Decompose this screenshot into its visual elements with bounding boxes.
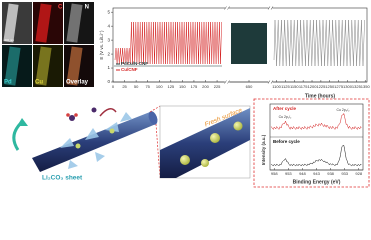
scale-bar-label: 400 nm (4, 38, 15, 42)
molecule (66, 113, 70, 117)
x-tick-label: 0 (112, 84, 115, 89)
arrow-head (17, 118, 28, 126)
flakes (60, 112, 132, 169)
surface-closeup: Fresh surface (159, 105, 251, 179)
x-tick-label: 1125 (281, 84, 290, 89)
x-tick-label: 100 (156, 84, 163, 89)
trace-block (231, 23, 267, 64)
y-tick-label: 3 (107, 37, 110, 42)
before-label: Before cycle (273, 139, 300, 144)
xps-plot: 958 953 948 943 938 933 928 Binding Energy (eV)… (261, 103, 364, 185)
x-tick-label: 650 (246, 84, 253, 89)
legend-label: PdCu/N-CNF (121, 61, 148, 66)
x-tick-label: 1175 (299, 84, 308, 89)
spectrum (270, 112, 362, 131)
x-tick-label: 1325 (352, 84, 362, 89)
x-axis-label: Binding Energy (eV) (293, 179, 341, 185)
trace (114, 21, 222, 65)
c-fiber (35, 3, 52, 43)
fiber-end (148, 111, 158, 125)
y-tick-label: 4 (107, 23, 110, 28)
peak-label: Cu 2p₁/₂ (279, 115, 292, 119)
axis-break-gap (268, 80, 273, 84)
axis-break (224, 6, 230, 10)
molecule (91, 107, 97, 113)
molecule (74, 113, 78, 117)
panel-label: N (85, 5, 89, 11)
zoom-line (149, 105, 161, 113)
y-tick-label: 0 (107, 79, 110, 84)
axis-break-gap (268, 6, 273, 10)
y-axis-label: E (V vs. Li/Li⁺) (99, 30, 104, 60)
xps-frame (253, 98, 370, 188)
particle (201, 159, 209, 167)
x-tick-label: 125 (167, 84, 174, 89)
x-tick-label: 1225 (316, 84, 326, 89)
y-tick-label: 5 (107, 9, 110, 14)
particle (180, 155, 190, 165)
x-tick-label: 1350 (361, 84, 371, 89)
x-tick-label: 1250 (325, 84, 335, 89)
micrographs: 400 nm C N Pd Cu Overlay (2, 2, 94, 87)
x-tick-label: 1300 (343, 84, 353, 89)
fiber (32, 112, 156, 172)
sheet-label: Li₂CO₃ sheet (42, 175, 83, 182)
panel-label: Overlay (66, 80, 89, 86)
x-tick-label: 50 (134, 84, 139, 89)
x-tick-label: 1100 (272, 84, 281, 89)
trace (273, 19, 365, 67)
x-tick-label: 150 (179, 84, 186, 89)
x-tick-label: 938 (327, 171, 334, 176)
voltage-plot: 0 1 2 3 4 5 E (V vs. Li/Li⁺) 0 25 50 75 100 125 150 17… (99, 6, 370, 99)
particle (233, 121, 243, 131)
overlay-fiber (66, 46, 83, 86)
legend-label: Cu/CNF (121, 67, 138, 72)
x-tick-label: 1150 (290, 84, 299, 89)
x-tick-label: 958 (271, 171, 278, 176)
y-axis-label: Intensity (a.u.) (261, 134, 266, 165)
panel-label: Cu (35, 80, 43, 86)
fiber-illustration: Li₂CO₃ sheet (12, 105, 161, 182)
axis-break-gap (225, 6, 229, 10)
x-tick-label: 1275 (334, 84, 344, 89)
n-fiber (66, 3, 83, 43)
arrow (12, 120, 24, 151)
peak-label: Cu 2p₃/₂ (336, 108, 350, 112)
x-tick-label: 953 (285, 171, 292, 176)
cu-fiber (35, 46, 52, 86)
molecule (69, 115, 75, 121)
x-tick-label: 175 (191, 84, 198, 89)
x-tick-label: 948 (299, 171, 306, 176)
sem-fiber (3, 3, 19, 43)
x-axis-label: Time (hours) (305, 93, 336, 99)
x-tick-label: 200 (202, 84, 209, 89)
panel-label: C (58, 5, 63, 11)
x-tick-label: 75 (145, 84, 150, 89)
particle (75, 143, 81, 149)
pd-fiber (4, 46, 21, 86)
zoom-line (155, 123, 161, 179)
graphical-abstract: 400 nm C N Pd Cu Overlay 0 1 2 3 4 5 E (V vs. … (2, 2, 370, 188)
x-tick-label: 933 (341, 171, 348, 176)
x-tick-label: 225 (214, 84, 221, 89)
particle (109, 128, 115, 134)
x-tick-label: 25 (122, 84, 127, 89)
x-tick-label: 1200 (308, 84, 318, 89)
arrow (99, 108, 117, 117)
y-tick-label: 1 (107, 65, 110, 70)
spectrum (270, 144, 362, 167)
axis-break (267, 6, 274, 10)
axis-break (267, 80, 274, 84)
axis-break-gap (225, 80, 229, 84)
x-tick-label: 943 (313, 171, 320, 176)
particle (210, 133, 220, 143)
x-tick-label: 928 (355, 171, 362, 176)
y-tick-label: 2 (107, 51, 110, 56)
after-label: After cycle (273, 106, 297, 111)
axis-break (224, 80, 230, 84)
panel-label: Pd (4, 80, 12, 86)
